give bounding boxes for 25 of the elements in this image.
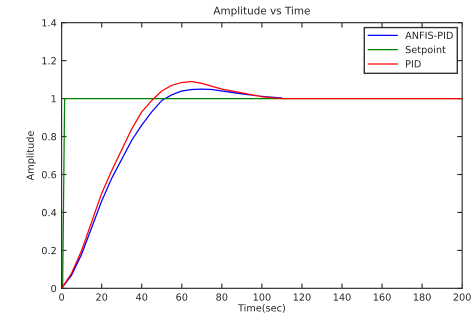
- y-tick-label: 0.6: [42, 170, 56, 178]
- y-tick-label: 0.8: [42, 133, 56, 140]
- x-tick-label: 60: [176, 293, 188, 301]
- legend-label: Setpoint: [406, 46, 446, 56]
- y-tick-label: 1.4: [42, 19, 56, 26]
- legend-label: PID: [406, 60, 421, 68]
- x-tick-label: 180: [414, 293, 431, 301]
- y-tick-label: 0: [51, 284, 56, 292]
- x-tick-label: 200: [454, 293, 471, 301]
- x-tick-label: 20: [96, 293, 108, 301]
- x-tick-label: 140: [334, 293, 351, 301]
- y-tick-label: 0.4: [42, 208, 56, 216]
- chart-title: Amplitude vs Time: [213, 6, 310, 17]
- x-tick-label: 0: [59, 293, 64, 301]
- x-tick-label: 40: [136, 293, 148, 301]
- y-tick-label: 0.2: [42, 246, 56, 254]
- x-tick-label: 120: [294, 293, 311, 301]
- y-axis-title: Amplitude: [26, 131, 36, 180]
- x-tick-label: 160: [374, 293, 391, 301]
- legend-label: ANFIS-PID: [405, 32, 453, 39]
- y-tick-label: 1.2: [42, 57, 56, 64]
- x-tick-label: 80: [216, 293, 228, 301]
- x-axis-title: Time(sec): [238, 304, 285, 313]
- x-tick-label: 100: [254, 293, 271, 301]
- y-tick-label: 1: [52, 95, 56, 102]
